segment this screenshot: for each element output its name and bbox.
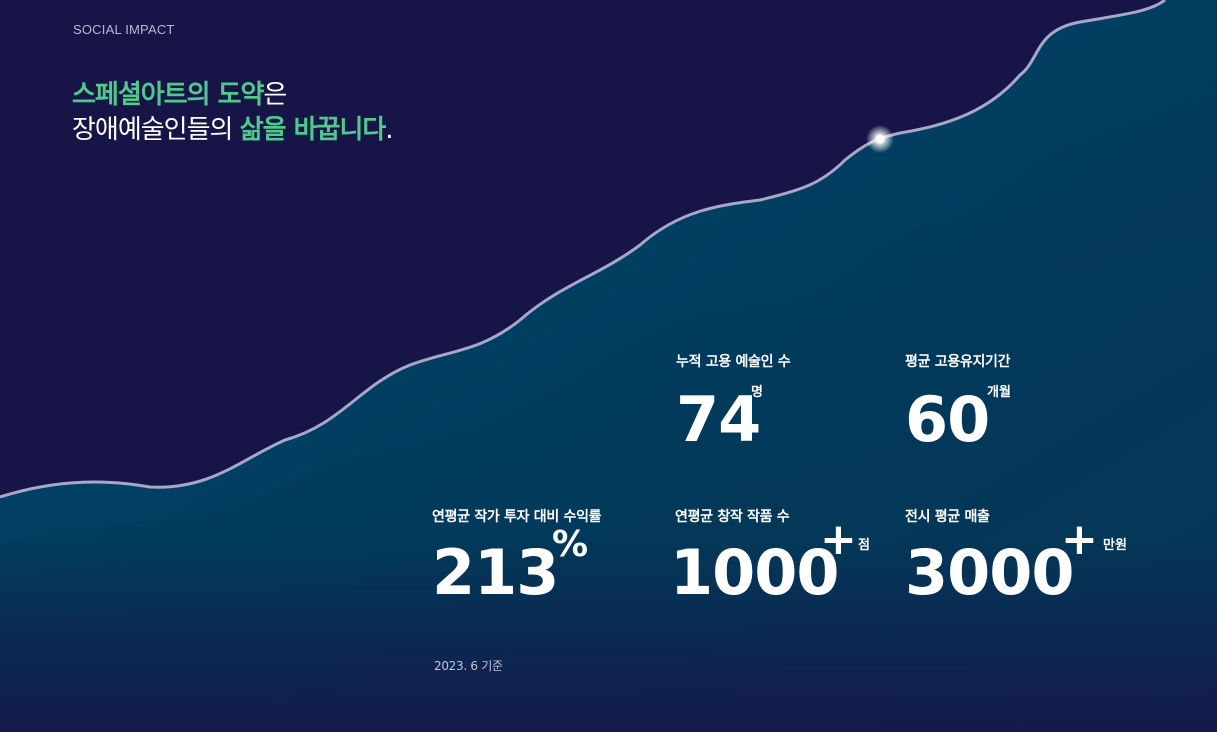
stat-unit: 명 [751, 385, 763, 400]
stat-label: 연평균 창작 작품 수 [675, 509, 790, 525]
stat-unit: 만원 [1103, 538, 1127, 553]
stat-label: 연평균 작가 투자 대비 수익률 [432, 509, 602, 525]
stat-value: 74 [676, 383, 761, 456]
headline-line-1: 스페셜아트의 도약은 [72, 78, 393, 113]
eyebrow-label: SOCIAL IMPACT [73, 22, 175, 37]
stat-label: 누적 고용 예술인 수 [676, 354, 791, 370]
headline: 스페셜아트의 도약은 장애예술인들의 삶을 바꿉니다. [72, 78, 394, 148]
stat-value: 213 [432, 536, 559, 609]
stat-percent: % [552, 524, 589, 565]
headline-highlight: 삶을 바꿉니다 [239, 115, 387, 145]
stat-label: 전시 평균 매출 [905, 509, 990, 525]
headline-line-2: 장애예술인들의 삶을 바꿉니다. [72, 113, 394, 148]
stat-value: 60 [905, 383, 990, 456]
data-basis-note: 2023. 6 기준 [434, 659, 503, 673]
headline-text: 장애예술인들의 [72, 115, 240, 145]
wave-crest-line [0, 0, 1166, 499]
headline-highlight: 스페셜아트의 도약 [72, 80, 264, 110]
stat-unit: 점 [858, 538, 870, 553]
stat-value: 1000 [670, 536, 840, 609]
stat-unit: 개월 [987, 385, 1011, 400]
headline-text: . [385, 115, 393, 145]
stat-label: 평균 고용유지기간 [905, 354, 1011, 370]
stat-value: 3000 [905, 536, 1075, 609]
bottom-fade [0, 540, 1217, 732]
glow-dot [875, 134, 885, 144]
headline-text: 은 [263, 80, 287, 110]
stat-plus: + [1061, 514, 1098, 565]
stat-plus: + [820, 514, 857, 565]
